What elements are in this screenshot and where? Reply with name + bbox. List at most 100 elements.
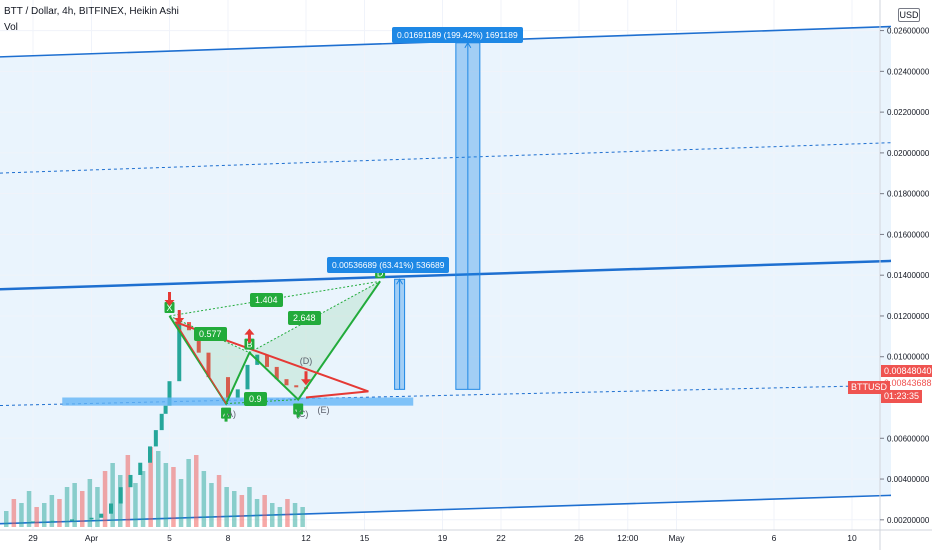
price-tick-label: 0.00600000	[887, 434, 930, 443]
volume-bar	[133, 483, 138, 527]
pattern-dotted-bd	[249, 280, 381, 354]
price-candle	[109, 503, 113, 514]
price-candle	[89, 517, 94, 520]
volume-bar	[11, 499, 17, 527]
arrow-markers	[164, 291, 311, 422]
volume-bar	[270, 503, 275, 527]
pattern-triangle-bcd[interactable]	[249, 281, 381, 400]
arrow-down-icon	[174, 310, 185, 324]
volume-bar	[171, 467, 176, 527]
volume-bar	[64, 487, 70, 527]
price-tick-label: 0.00400000	[887, 475, 930, 484]
volume-bar	[224, 487, 229, 527]
price-candle	[128, 474, 133, 488]
time-tick-label: 29	[28, 533, 38, 543]
price-candle	[235, 389, 240, 398]
time-tick-label: May	[668, 533, 685, 543]
volume-bar	[110, 463, 115, 527]
volume-bar	[125, 455, 131, 527]
price-tick-label: 0.01800000	[887, 190, 930, 199]
volume-bar	[247, 487, 252, 527]
time-tick-label: 22	[496, 533, 506, 543]
volume-bar	[239, 495, 245, 527]
volume-bar	[186, 459, 191, 527]
volume-bar	[42, 503, 47, 527]
volume-indicator-label[interactable]: Vol	[4, 22, 18, 33]
time-tick-label: 8	[226, 533, 231, 543]
volume-bar	[194, 455, 199, 527]
price-candle	[206, 352, 211, 378]
price-candle	[153, 430, 158, 447]
volume-bar	[216, 475, 222, 527]
volume-bar	[4, 511, 9, 527]
volume-bar	[26, 491, 32, 527]
price-candle	[70, 519, 74, 521]
price-tick-label: 0.02000000	[887, 149, 930, 158]
arrow-up-icon	[293, 403, 304, 418]
measure-label-small: 0.00536689 (63.41%) 536689	[327, 257, 450, 273]
time-tick-label: Apr	[85, 533, 98, 543]
currency-badge[interactable]: USD	[898, 8, 920, 22]
volume-bar	[201, 471, 207, 527]
price-candle	[99, 513, 104, 518]
volume-bar	[178, 479, 184, 527]
price-tick-label: 0.01400000	[887, 271, 930, 280]
price-candle	[167, 381, 172, 406]
volume-bar	[19, 503, 24, 527]
time-tick-label: 6	[772, 533, 777, 543]
price-candle	[196, 330, 201, 353]
price-tick-label: 0.01000000	[887, 353, 930, 362]
point-label: (A)	[224, 409, 236, 419]
time-tick-label: 5	[167, 533, 172, 543]
volume-bar	[80, 491, 85, 527]
pattern-dotted-xb	[169, 315, 250, 354]
time-tick-label: 12:00	[617, 533, 639, 543]
volume-bar	[87, 479, 93, 527]
time-tick-label: 12	[301, 533, 311, 543]
time-tick-label: 15	[360, 533, 370, 543]
chart-title: BTT / Dollar, 4h, BITFINEX, Heikin Ashi	[4, 6, 179, 17]
point-label: B	[246, 340, 252, 350]
time-tick-label: 19	[438, 533, 448, 543]
time-axis[interactable]: 29 Apr 5 8 12 15 19 22 26 12:00 May 6 10	[28, 533, 857, 543]
volume-bar	[277, 507, 283, 527]
price-candle	[245, 364, 250, 390]
volume-bar	[292, 503, 298, 527]
ratio-label-bcd: 2.648	[288, 311, 321, 325]
volume-bar	[95, 487, 100, 527]
bid-price-tag: 0.00848040	[881, 365, 932, 378]
volume-bar	[156, 451, 161, 527]
price-tick-label: 0.00200000	[887, 516, 930, 525]
price-tick-label: 0.02600000	[887, 27, 930, 36]
volume-bar	[49, 495, 55, 527]
price-candle	[118, 487, 123, 504]
volume-bar	[262, 495, 267, 527]
measure-arrow-head	[396, 278, 404, 285]
price-candle	[265, 354, 269, 367]
price-candle	[284, 379, 289, 386]
red-triangle-line[interactable]	[175, 321, 369, 399]
price-candle	[50, 520, 55, 522]
support-rect[interactable]	[62, 397, 414, 406]
volume-bar	[34, 507, 39, 527]
price-tick-label: 0.02400000	[887, 67, 930, 76]
price-candle	[226, 377, 230, 398]
price-candle	[177, 322, 182, 382]
measure-tools[interactable]	[394, 41, 481, 390]
ratio-label-abc: 0.9	[244, 392, 267, 406]
price-axis[interactable]: 0.02600000 0.02400000 0.02200000 0.02000000…	[880, 27, 930, 525]
countdown-tag: 01:23:35	[881, 390, 923, 403]
volume-bar	[209, 483, 214, 527]
symbol-tag: BTTUSD	[848, 381, 890, 394]
arrow-down-icon	[301, 371, 311, 386]
pattern-triangle-xab[interactable]	[169, 315, 250, 404]
red-triangle-side	[174, 321, 227, 404]
volume-bar	[254, 499, 260, 527]
volume-bar	[72, 483, 77, 527]
price-candle	[148, 446, 152, 463]
time-tick-label: 10	[847, 533, 857, 543]
price-candle	[294, 385, 299, 388]
ratio-label-xad: 1.404	[250, 293, 283, 307]
channel-line[interactable]	[0, 259, 892, 291]
